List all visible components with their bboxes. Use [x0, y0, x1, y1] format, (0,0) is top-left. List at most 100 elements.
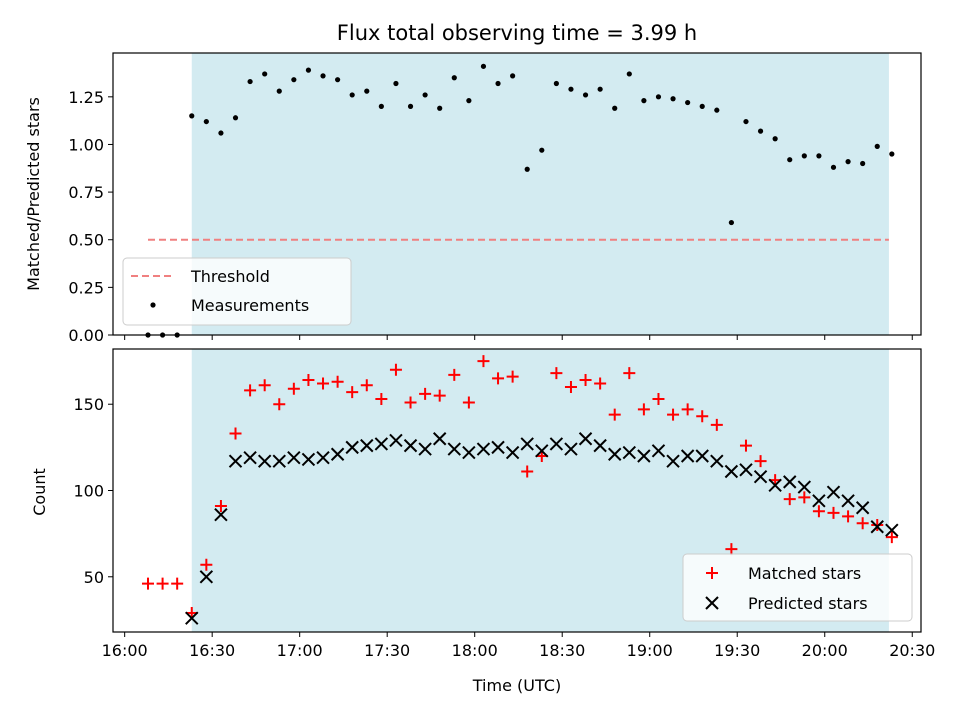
measurement-point [816, 153, 822, 159]
matched-star-point [608, 408, 621, 421]
measurement-point [699, 103, 705, 109]
predicted-star-point [520, 437, 534, 451]
matched-star-point [754, 455, 767, 468]
matched-star-point [156, 577, 169, 590]
y-tick-label: 1.25 [68, 88, 104, 107]
predicted-star-point [666, 454, 680, 468]
measurement-point [889, 151, 895, 157]
x-tick-label: 20:30 [889, 641, 935, 660]
predicted-star-point [199, 570, 214, 584]
legend-threshold-label: Threshold [190, 267, 270, 286]
matched-star-point [842, 510, 855, 523]
measurement-point [757, 128, 764, 134]
measurement-point [393, 80, 399, 87]
matched-star-point [200, 558, 213, 571]
matched-star-point [433, 389, 446, 402]
matched-star-point [258, 379, 271, 392]
predicted-star-point [360, 438, 374, 453]
predicted-star-point [462, 445, 476, 460]
measurement-point [320, 73, 326, 79]
measurement-point [860, 160, 866, 167]
matched-stars-series [142, 355, 898, 620]
legend-measurements-swatch [150, 302, 156, 308]
measurement-point [510, 73, 516, 79]
measurement-point [189, 113, 195, 119]
predicted-star-point [768, 478, 782, 493]
y-tick-label: 1.00 [68, 135, 104, 154]
measurement-point [655, 94, 662, 100]
matched-star-point [360, 379, 373, 392]
measurement-point [480, 63, 487, 69]
top-y-axis: 0.00 0.25 0.50 0.75 1.00 1.25 [68, 88, 113, 345]
matched-star-point [171, 577, 184, 590]
measurement-point [772, 136, 778, 142]
predicted-star-point [345, 440, 359, 455]
measurement-point [305, 67, 312, 73]
legend-matched-swatch [706, 567, 718, 579]
measurement-point [830, 164, 837, 170]
predicted-star-point [505, 445, 520, 460]
matched-star-point [462, 396, 475, 409]
y-tick-label: 0.00 [68, 326, 104, 345]
bottom-x-axis: 16:00 16:30 17:00 17:30 18:00 18:30 19:00 19:30… [102, 632, 935, 660]
measurement-point [422, 92, 428, 98]
measurement-point [437, 105, 443, 111]
predicted-star-point [301, 452, 316, 467]
measurement-point [407, 103, 414, 109]
x-tick-label: 19:30 [714, 641, 760, 660]
measurement-point [276, 88, 282, 94]
matched-star-point [331, 375, 344, 388]
predicted-star-point [841, 494, 855, 508]
y-tick-label: 50 [84, 568, 104, 587]
x-tick-label: 17:30 [364, 641, 410, 660]
predicted-star-point [330, 447, 345, 461]
bottom-legend-box [682, 553, 913, 622]
predicted-star-point [812, 494, 826, 508]
matched-star-point [623, 367, 636, 380]
legend-predicted-swatch [705, 596, 719, 610]
predicted-star-point [593, 438, 607, 453]
matched-star-point [871, 519, 884, 532]
predicted-star-point [185, 611, 199, 625]
matched-star-point [856, 517, 869, 530]
matched-star-point [404, 396, 417, 409]
measurement-point [539, 147, 545, 153]
top-legend: Threshold Measurements [122, 257, 352, 326]
matched-star-point [302, 374, 315, 387]
matched-star-point [564, 380, 577, 393]
predicted-star-point [783, 475, 797, 489]
x-tick-label: 18:00 [452, 641, 498, 660]
predicted-star-point [870, 520, 884, 534]
measurement-point [743, 118, 749, 125]
measurement-point [247, 78, 253, 85]
matched-star-point [739, 439, 752, 452]
matched-star-point [798, 491, 811, 504]
matched-star-point [579, 374, 592, 387]
legend-predicted-label: Predicted stars [748, 594, 868, 613]
measurement-point [874, 143, 880, 149]
matched-star-point [448, 368, 461, 381]
matched-star-point [492, 372, 505, 385]
predicted-star-point [797, 480, 812, 494]
matched-star-point [273, 398, 286, 411]
predicted-star-point [272, 454, 286, 468]
matched-star-point [287, 382, 300, 395]
matched-star-point [783, 493, 796, 506]
measurement-point [203, 118, 209, 125]
bottom-y-axis: 50 100 150 [73, 395, 113, 587]
y-tick-label: 0.75 [68, 183, 104, 202]
measurement-point [451, 75, 457, 81]
top-plot-frame [112, 52, 922, 336]
predicted-star-point [432, 432, 447, 446]
measurement-point [524, 166, 530, 172]
measurement-point [845, 159, 851, 165]
top-x-axis [124, 335, 913, 340]
measurement-point [612, 105, 618, 111]
matched-star-point [681, 403, 694, 416]
predicted-star-point [564, 442, 578, 456]
predicted-star-point [316, 451, 330, 465]
bottom-legend: Matched stars Predicted stars [682, 553, 913, 622]
predicted-star-point [724, 464, 739, 479]
predicted-star-point [374, 437, 389, 451]
